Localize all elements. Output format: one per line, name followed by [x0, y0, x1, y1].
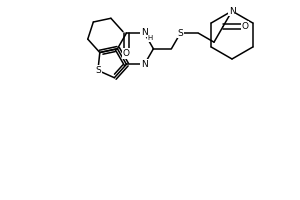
Text: N: N: [229, 6, 236, 16]
Text: N: N: [141, 60, 148, 69]
Text: N: N: [141, 28, 148, 37]
Text: O: O: [123, 49, 130, 58]
Text: S: S: [95, 66, 101, 75]
Text: O: O: [242, 22, 248, 31]
Text: S: S: [178, 29, 183, 38]
Text: H: H: [148, 35, 153, 41]
